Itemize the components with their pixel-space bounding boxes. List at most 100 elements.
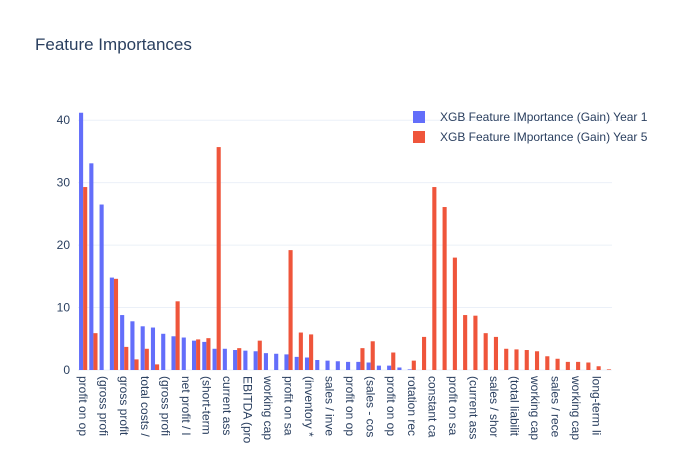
legend-label: XGB Feature IMportance (Gain) Year 1 [440,110,648,124]
bar [216,147,221,370]
bar [370,341,375,370]
bar [309,334,314,370]
y-tick-label: 0 [63,363,70,377]
x-tick-label: profit on sa [282,376,296,436]
bar [109,277,114,370]
bar [124,346,129,370]
x-tick-label: profit on op [76,376,90,436]
bar [140,326,145,370]
y-tick-label: 40 [57,113,71,127]
bar [346,361,351,370]
bar [576,361,581,370]
x-tick-label: working cap [261,375,275,440]
bar [514,349,519,370]
x-tick-label: profit on sa [446,376,460,436]
bar [257,340,262,370]
x-tick-label: profit on op [343,376,357,436]
bar [452,257,457,370]
bar [171,336,176,370]
bar [130,321,135,370]
bar [233,350,238,370]
bar [586,362,591,370]
bar [175,301,180,370]
x-tick-label: current ass [220,376,234,435]
bar [243,350,248,370]
bar [422,336,427,370]
bar [83,187,88,370]
bar [150,327,156,370]
x-tick-label: (inventory * [302,376,316,437]
x-tick-label: gross profit [117,376,131,436]
bar [432,187,437,370]
bar [191,340,197,370]
bar [407,369,412,370]
bar [356,361,361,370]
bar [555,358,560,370]
bar [534,351,540,370]
bar [360,348,365,370]
bar [315,360,320,370]
x-tick-label: working cap [528,375,542,440]
x-tick-label: sales / rece [549,376,563,438]
bar [206,338,211,370]
legend-swatch [413,131,425,143]
y-tick-label: 10 [57,301,71,315]
bar [493,336,499,370]
x-tick-label: profit on op [384,376,398,436]
bar [335,361,340,370]
bar [504,348,509,370]
bar [391,352,396,370]
x-tick-label: sales / inve [323,376,337,436]
bar [99,204,104,370]
x-tick-label: total costs / [138,376,152,437]
bar [483,333,488,370]
bar [79,112,84,370]
bar [606,369,611,370]
x-tick-label: (total liabilit [507,376,521,437]
bar [134,359,139,370]
bar [284,354,289,370]
bar [524,350,529,370]
x-tick-label: (short-term [199,376,213,435]
bar [294,356,299,370]
bar [212,348,217,370]
chart-title: Feature Importances [35,35,192,54]
y-tick-label: 20 [57,238,71,252]
bar [155,364,160,370]
bar [376,365,381,370]
bar [463,315,468,370]
bar [411,360,416,370]
bar [288,250,293,370]
bar [366,362,371,370]
bar [263,353,268,370]
bar [545,356,550,370]
x-tick-label: (current ass [466,376,480,439]
x-tick-label: (gross profi [97,376,111,436]
bar [304,357,310,370]
x-tick-label: (gross profi [158,376,172,436]
bar [113,278,119,370]
bar [161,333,166,370]
x-tick-label: EBITDA (pro [240,376,254,444]
bar [253,351,258,370]
legend-label: XGB Feature IMportance (Gain) Year 5 [440,130,648,144]
bar [473,315,478,370]
x-tick-label: working cap [569,375,583,440]
bar [325,360,330,370]
bar [222,348,227,370]
x-tick-label: net profit / l [179,376,193,435]
bar [196,339,201,370]
x-tick-label: (sales - cos [364,376,378,437]
x-tick-label: rotation rec [405,376,419,436]
y-tick-label: 30 [57,176,71,190]
bar [202,341,207,370]
bar [298,332,303,370]
bar [397,367,402,370]
bar [181,337,186,370]
bar [89,163,94,370]
bar [144,348,149,370]
bar [442,207,447,370]
x-tick-label: sales / shor [487,376,501,437]
